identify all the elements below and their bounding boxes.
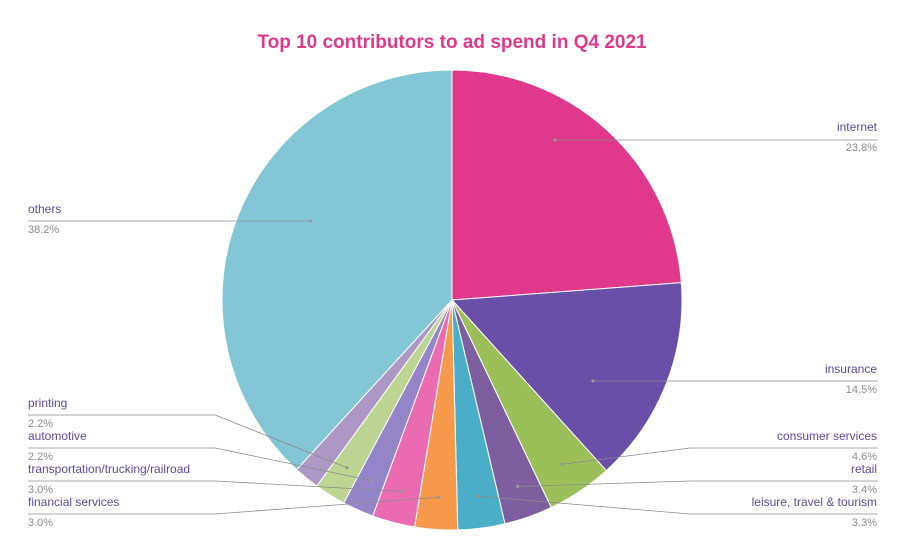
label-transportation-trucking-railroad: transportation/trucking/railroad (28, 462, 190, 476)
leader-lines (28, 138, 878, 515)
value-label-retail: 3.4% (852, 484, 877, 496)
label-leisure-travel-tourism: leisure, travel & tourism (752, 495, 877, 509)
label-internet: internet (837, 120, 878, 134)
leader-line-retail (517, 480, 878, 487)
label-automotive: automotive (28, 429, 87, 443)
pie-slices (221, 69, 683, 531)
value-label-others: 38.2% (28, 224, 59, 236)
slice-internet (451, 69, 682, 301)
leader-line-transportation-trucking-railroad (28, 480, 402, 492)
chart-title: Top 10 contributors to ad spend in Q4 20… (257, 32, 647, 53)
value-label-consumer-services: 4.6% (852, 451, 877, 463)
value-label-leisure-travel-tourism: 3.3% (852, 517, 877, 529)
slice-labels: internet 23.8% insurance 14.5% consumer serv… (28, 120, 878, 529)
label-financial-services: financial services (28, 495, 119, 509)
leader-line-printing (28, 414, 348, 469)
label-retail: retail (851, 462, 877, 476)
leader-line-automotive (28, 447, 372, 481)
label-printing: printing (28, 396, 67, 410)
slice-others (221, 69, 453, 471)
leader-line-financial-services (28, 496, 439, 515)
value-label-automotive: 2.2% (28, 451, 53, 463)
slice-insurance (450, 282, 683, 472)
label-others: others (28, 202, 61, 216)
label-insurance: insurance (825, 362, 877, 376)
value-label-internet: 23.8% (846, 142, 877, 154)
leader-line-leisure-travel-tourism (477, 495, 878, 515)
value-label-printing: 2.2% (28, 418, 53, 430)
value-label-transportation-trucking-railroad: 3.0% (28, 484, 53, 496)
leader-line-consumer-services (562, 447, 878, 465)
value-label-insurance: 14.5% (846, 384, 877, 396)
value-label-financial-services: 3.0% (28, 517, 53, 529)
label-consumer-services: consumer services (777, 429, 877, 443)
